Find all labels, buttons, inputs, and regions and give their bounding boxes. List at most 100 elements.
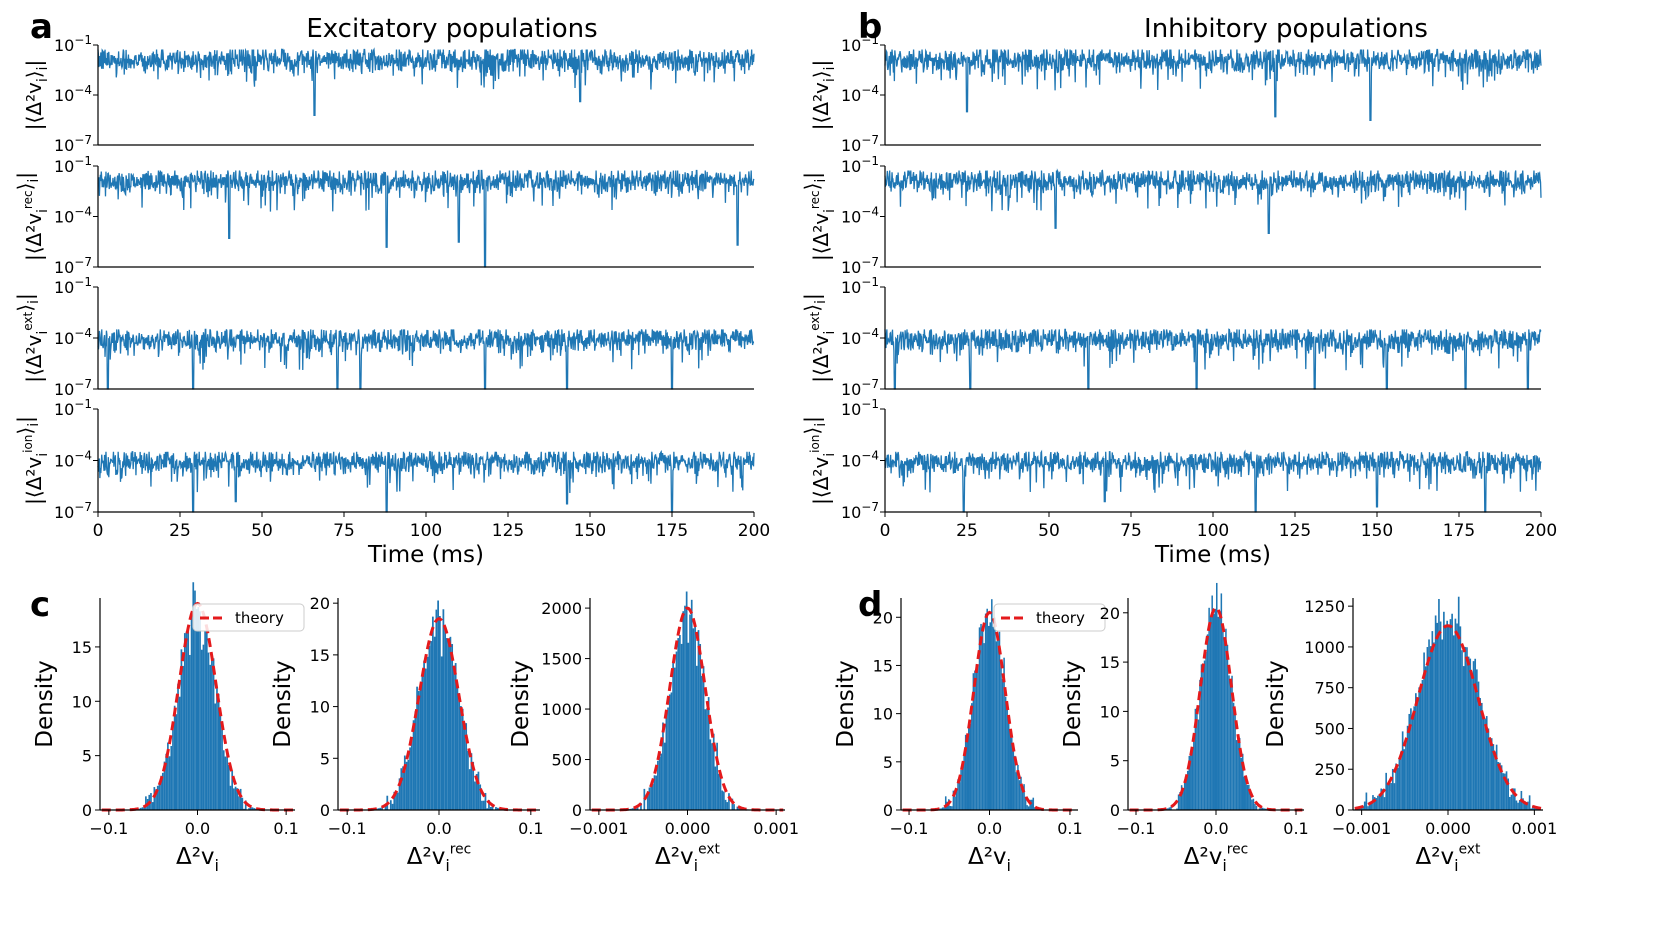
y-axis-label: |⟨Δ²virec⟩i|: [13, 172, 51, 261]
x-tick-label: 125: [492, 521, 524, 541]
histogram-bar: [985, 614, 987, 810]
histogram-bar: [691, 600, 693, 810]
histogram-bar: [1458, 597, 1460, 810]
y-tick-label: 1000: [1304, 638, 1345, 657]
histogram-bar: [983, 643, 985, 810]
histogram-bar: [1489, 739, 1491, 810]
y-tick-label: 5: [1110, 752, 1120, 771]
y-tick-label: 10−7: [841, 255, 879, 277]
y-tick-label: 15: [873, 656, 893, 675]
y-axis-label: Density: [270, 660, 296, 747]
histogram-bar: [693, 628, 695, 810]
histogram-bar: [187, 626, 189, 810]
timeseries-row-1: 10−710−410−1|⟨Δ²vi⟩i|: [22, 33, 754, 155]
histogram-bar: [233, 788, 235, 810]
histogram-bar: [1026, 805, 1028, 810]
histogram-bar: [991, 599, 993, 810]
y-tick-label: 0: [320, 801, 330, 820]
y-tick-label: 2000: [541, 599, 582, 618]
histogram-bar: [1511, 795, 1513, 810]
histogram-bar: [1384, 797, 1386, 810]
y-axis-label: |⟨Δ²viion⟩i|: [800, 416, 838, 505]
histogram-bar: [708, 697, 710, 810]
histogram-bar: [1410, 708, 1412, 810]
histogram-bar: [1210, 617, 1212, 810]
histogram-bar: [696, 666, 698, 810]
histogram-bar: [390, 800, 392, 810]
histogram-bar: [432, 617, 434, 810]
histogram-bar: [198, 607, 200, 810]
y-tick-label: 0: [1335, 801, 1345, 820]
histogram-bar: [706, 708, 708, 810]
histogram-bar: [723, 791, 725, 810]
histogram-bar: [971, 703, 973, 810]
histogram-bar: [184, 633, 186, 810]
y-tick-label: 5: [82, 747, 92, 766]
histogram-bar: [223, 750, 225, 810]
histogram-bar: [1400, 752, 1402, 810]
histogram-bar: [418, 691, 420, 810]
histogram-bar: [1219, 616, 1221, 810]
histogram-bar: [996, 641, 998, 810]
histogram-bar: [1430, 646, 1432, 810]
x-tick-label: 0: [880, 521, 891, 541]
histogram-bar: [1469, 659, 1471, 810]
x-tick-label: 50: [251, 521, 273, 541]
y-tick-label: 10−1: [841, 397, 879, 419]
y-tick-label: 10−4: [841, 449, 879, 471]
histogram-bar: [1420, 684, 1422, 810]
histogram-bar: [1456, 623, 1458, 810]
y-tick-label: 10−7: [54, 255, 92, 277]
histogram-bar: [443, 609, 445, 810]
x-tick-label: 150: [574, 521, 606, 541]
histogram-bar: [701, 676, 703, 810]
histogram-bar: [1397, 768, 1399, 810]
histogram-bar: [994, 618, 996, 810]
histogram-bar: [1433, 642, 1435, 810]
histogram-bar: [451, 644, 453, 810]
histogram-bar: [406, 762, 408, 810]
histogram-bar: [191, 613, 193, 810]
x-tick-label: 0.1: [1057, 819, 1082, 838]
y-tick-label: 10−4: [54, 205, 92, 227]
histogram-bar: [699, 644, 701, 810]
histogram-bar: [211, 658, 213, 810]
x-tick-label: 175: [1443, 521, 1475, 541]
histogram-bar: [1214, 609, 1216, 810]
histogram-bar: [444, 628, 446, 810]
histogram-bar: [434, 637, 436, 810]
histogram-bar: [154, 787, 156, 810]
histogram-bar: [1387, 783, 1389, 810]
y-tick-label: 1250: [1304, 597, 1345, 616]
y-axis-label: Density: [508, 660, 534, 747]
histogram-bar: [208, 653, 210, 810]
x-tick-label: 0.001: [753, 819, 799, 838]
x-tick-label: 175: [656, 521, 688, 541]
timeseries-row-3: 10−710−410−1|⟨Δ²viext⟩i|: [800, 275, 1541, 399]
histogram-bar: [1491, 738, 1493, 810]
histogram-bar: [1192, 749, 1194, 810]
histogram-bar: [1455, 619, 1457, 810]
histogram-bar: [1466, 647, 1468, 810]
y-tick-label: 10−7: [54, 500, 92, 522]
histogram-bar: [428, 646, 430, 810]
histogram-bar: [1033, 798, 1035, 810]
y-tick-label: 10−1: [54, 397, 92, 419]
histogram-bar: [176, 714, 178, 810]
histogram-bar: [966, 734, 968, 810]
histogram-bar: [1216, 583, 1218, 810]
histogram-bar: [407, 760, 409, 810]
histogram-bar: [1178, 794, 1180, 810]
histogram-bar: [1254, 804, 1256, 810]
histogram-bar: [1448, 625, 1450, 810]
histogram-bar: [1204, 661, 1206, 810]
histogram-bar: [238, 796, 240, 810]
histogram-bar: [1248, 785, 1250, 810]
histogram-bar: [174, 706, 176, 810]
histogram-bar: [1008, 723, 1010, 810]
histogram-bar: [977, 665, 979, 810]
histogram-bar: [235, 787, 237, 810]
x-tick-label: −0.001: [569, 819, 628, 838]
